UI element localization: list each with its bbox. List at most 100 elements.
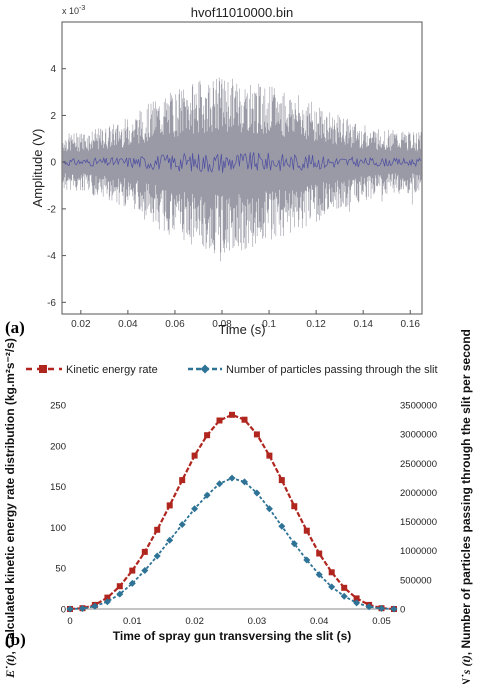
chart-b-x-tick-label: 0 [67, 616, 72, 627]
series-kinetic-point [303, 527, 310, 534]
series-kinetic-point [154, 526, 161, 533]
chart-b-y-left-ticks: 0 50 100 150 200 250 [50, 401, 66, 616]
chart-a-y-ticks: -6 -4 -2 0 2 4 [47, 64, 66, 309]
chart-a-y-tick-label: -4 [47, 251, 56, 262]
series-kinetic-point [191, 452, 198, 459]
chart-b-y-left-tick-label: 150 [50, 482, 66, 493]
chart-b-x-tick-label: 0.02 [185, 616, 204, 627]
chart-a-signal [62, 77, 422, 262]
series-particles-point [178, 521, 186, 528]
series-kinetic-point [278, 477, 285, 484]
chart-b-y-left-label: E˙(t), Calculated kinetic energy rate di… [3, 338, 17, 679]
series-particles-point [340, 592, 348, 600]
series-particles-point [103, 598, 111, 606]
series-particles-point [365, 603, 373, 611]
chart-b-y-right-tick-label: 0 [400, 605, 405, 616]
series-particles-point [378, 604, 385, 612]
series-particles-point [66, 605, 74, 613]
chart-b-y-left-tick-label: 50 [55, 564, 66, 575]
chart-a-x-label: Time (s) [218, 322, 265, 337]
chart-a-x-ticks: 0.02 0.04 0.06 0.08 0.1 0.12 0.14 0.16 [71, 310, 420, 330]
chart-a-y-tick-label: 2 [50, 111, 56, 122]
chart-a-x-tick-label: 0.16 [401, 319, 421, 330]
series-kinetic-point [253, 431, 260, 438]
chart-b-x-ticks: 0 0.01 0.02 0.03 0.04 0.05 [67, 616, 390, 627]
series-particles-point [191, 505, 199, 513]
series-particles-point [91, 602, 99, 610]
chart-b-x-label: Time of spray gun transversing the slit … [113, 629, 352, 643]
chart-a-x-tick-label: 0.02 [71, 319, 91, 330]
chart-b-legend: Kinetic energy rate Number of particles … [26, 364, 438, 376]
chart-b-y-right-tick-label: 500000 [400, 575, 432, 586]
series-kinetic-point [241, 416, 248, 423]
chart-b-y-left-tick-label: 0 [61, 605, 66, 616]
series-particles-point [228, 474, 236, 482]
series-kinetic-point [353, 595, 360, 602]
chart-a-signal-trace [62, 77, 422, 262]
series-kinetic-point [316, 550, 323, 557]
chart-a-x-tick-label: 0.12 [306, 319, 326, 330]
chart-b: Kinetic energy rate Number of particles … [3, 329, 473, 684]
chart-b-x-tick-label: 0.04 [310, 616, 329, 627]
chart-b-y-right-tick-label: 3000000 [400, 430, 437, 441]
series-kinetic-point [341, 584, 348, 591]
chart-b-series [66, 411, 398, 613]
chart-a: hvof11010000.bin x 10-3 0.02 0.04 0.06 0.08… [5, 5, 423, 337]
chart-b-y-left-tick-label: 200 [50, 441, 66, 452]
series-kinetic-point [266, 452, 273, 459]
series-particles-point [303, 556, 311, 564]
series-kinetic-point [116, 583, 123, 590]
panel-label-a: (a) [5, 318, 25, 337]
series-particles-point [203, 491, 211, 499]
chart-a-y-label: Amplitude (V) [30, 129, 45, 208]
chart-b-y-right-tick-label: 1500000 [400, 517, 437, 528]
chart-b-y-right-tick-label: 2000000 [400, 488, 437, 499]
chart-a-y-tick-label: 4 [50, 64, 56, 75]
chart-a-x-tick-label: 0.14 [353, 319, 373, 330]
series-particles-point [315, 571, 323, 579]
series-particles-point [390, 605, 398, 613]
legend-item-particles: Number of particles passing through the … [188, 364, 438, 376]
series-kinetic-point [104, 594, 111, 601]
panel-label-b: (b) [5, 630, 26, 649]
legend-kinetic-label: Kinetic energy rate [66, 364, 158, 376]
chart-a-plot-frame [61, 21, 423, 315]
series-particles-point [290, 540, 298, 548]
chart-b-y-right-tick-label: 3500000 [400, 401, 437, 412]
series-particles-point [328, 583, 336, 591]
chart-b-y-right-tick-label: 1000000 [400, 546, 437, 557]
series-kinetic-point [179, 477, 186, 484]
chart-b-y-right-tick-label: 2500000 [400, 459, 437, 470]
series-particles-point [253, 489, 261, 497]
legend-kinetic-marker [39, 365, 47, 373]
chart-b-y-right-ticks: 0 500000 1000000 1500000 2000000 2500000 30000… [400, 401, 437, 616]
chart-a-x-tick-label: 0.04 [118, 319, 138, 330]
legend-particles-label: Number of particles passing through the … [226, 364, 438, 376]
series-particles-point [265, 505, 273, 513]
series-kinetic-point [129, 567, 136, 574]
chart-a-y-tick-label: 0 [50, 158, 56, 169]
series-kinetic-point [204, 432, 211, 439]
chart-a-x-tick-label: 0.1 [262, 319, 276, 330]
series-particles-point [241, 478, 248, 486]
series-particles-point [278, 522, 286, 530]
series-particles-point [216, 480, 223, 488]
series-kinetic-point [216, 417, 223, 424]
chart-b-x-tick-label: 0.03 [248, 616, 267, 627]
series-particles-point [79, 605, 86, 612]
chart-a-x-tick-label: 0.06 [165, 319, 185, 330]
chart-a-mean-trace [62, 152, 421, 173]
series-particles-point [141, 567, 149, 574]
chart-b-y-left-tick-label: 250 [50, 401, 66, 412]
series-particles-point [166, 536, 174, 544]
legend-item-kinetic: Kinetic energy rate [26, 364, 158, 376]
series-kinetic-point [166, 502, 173, 509]
chart-a-y-tick-label: -6 [47, 298, 56, 309]
chart-b-y-right-label: N˙s (t), Number of particles passing thr… [459, 329, 473, 684]
chart-b-x-tick-label: 0.05 [372, 616, 391, 627]
series-kinetic-point [328, 569, 335, 576]
chart-b-x-tick-label: 0.01 [123, 616, 142, 627]
series-particles-point [116, 590, 124, 598]
series-particles-point [128, 579, 136, 587]
